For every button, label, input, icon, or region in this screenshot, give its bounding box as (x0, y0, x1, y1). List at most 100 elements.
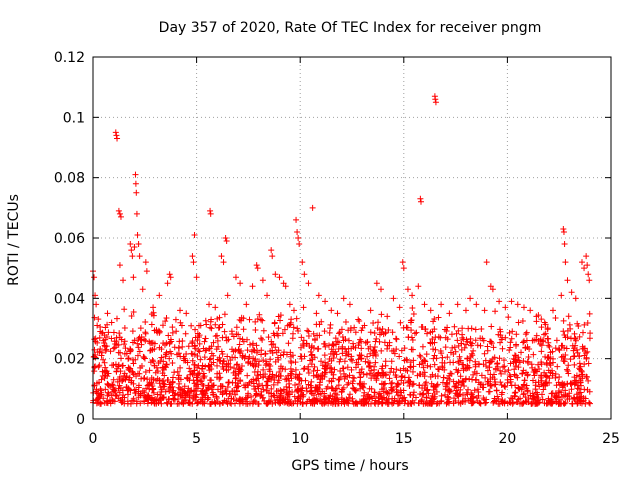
data-point (178, 322, 185, 329)
data-point (210, 352, 217, 359)
data-point (448, 331, 455, 338)
data-point (576, 333, 583, 340)
data-point (100, 337, 107, 344)
data-point (275, 347, 282, 354)
data-point (459, 325, 466, 332)
data-point (214, 362, 221, 369)
data-point (428, 380, 435, 387)
data-point (107, 348, 114, 355)
data-point (432, 334, 439, 341)
data-point (356, 352, 363, 359)
data-point (216, 324, 223, 331)
data-point (507, 360, 514, 367)
data-point (532, 368, 539, 375)
data-point (423, 399, 430, 406)
data-point (373, 280, 380, 287)
data-point (390, 295, 397, 302)
data-point (109, 362, 116, 369)
data-point (276, 369, 283, 376)
data-point (578, 400, 585, 407)
data-point (219, 389, 226, 396)
data-point (524, 372, 531, 379)
data-point (583, 373, 590, 380)
data-point (212, 321, 219, 328)
data-point (272, 271, 279, 278)
data-point (460, 365, 467, 372)
data-point (576, 360, 583, 367)
data-point (508, 395, 515, 402)
data-point (281, 326, 288, 333)
data-point (328, 368, 335, 375)
data-point (344, 364, 351, 371)
data-point (410, 380, 417, 387)
data-point (196, 333, 203, 340)
data-point (502, 304, 509, 311)
data-point (535, 337, 542, 344)
data-point (210, 339, 217, 346)
data-point (544, 335, 551, 342)
data-point (524, 388, 531, 395)
data-point (268, 338, 275, 345)
data-point (185, 399, 192, 406)
data-point (232, 347, 239, 354)
data-point (405, 334, 412, 341)
data-point (424, 362, 431, 369)
data-point (361, 395, 368, 402)
data-point (497, 339, 504, 346)
data-point (558, 342, 565, 349)
data-point (205, 385, 212, 392)
data-point (506, 347, 513, 354)
data-point (321, 328, 328, 335)
data-point (370, 320, 377, 327)
data-point (298, 387, 305, 394)
data-point (116, 374, 123, 381)
data-point (485, 388, 492, 395)
data-point (274, 354, 281, 361)
data-point (273, 388, 280, 395)
data-point (490, 344, 497, 351)
data-point (125, 377, 132, 384)
data-point (478, 372, 485, 379)
data-point (490, 399, 497, 406)
data-point (308, 352, 315, 359)
data-point (465, 325, 472, 332)
data-point (259, 374, 266, 381)
data-point (125, 386, 132, 393)
data-point (379, 399, 386, 406)
data-point (487, 283, 494, 290)
data-point (129, 328, 136, 335)
data-point (355, 342, 362, 349)
data-point (521, 377, 528, 384)
data-point (376, 338, 383, 345)
data-point (293, 216, 300, 223)
data-point (213, 395, 220, 402)
data-point (207, 207, 214, 214)
data-point (375, 395, 382, 402)
data-point (379, 369, 386, 376)
data-point (538, 316, 545, 323)
data-point (109, 398, 116, 405)
data-point (520, 391, 527, 398)
data-point (475, 360, 482, 367)
data-point (505, 314, 512, 321)
data-point (226, 390, 233, 397)
data-point (246, 316, 253, 323)
data-point (563, 366, 570, 373)
data-point (525, 353, 532, 360)
data-point (264, 292, 271, 299)
data-point (270, 330, 277, 337)
data-point (230, 396, 237, 403)
data-point (163, 399, 170, 406)
data-point (565, 362, 572, 369)
data-point (314, 367, 321, 374)
data-point (129, 368, 136, 375)
data-point (177, 392, 184, 399)
data-point (201, 354, 208, 361)
data-point (269, 373, 276, 380)
data-point (333, 385, 340, 392)
data-point (134, 231, 141, 238)
data-point (104, 380, 111, 387)
data-point (356, 369, 363, 376)
data-point (240, 326, 247, 333)
